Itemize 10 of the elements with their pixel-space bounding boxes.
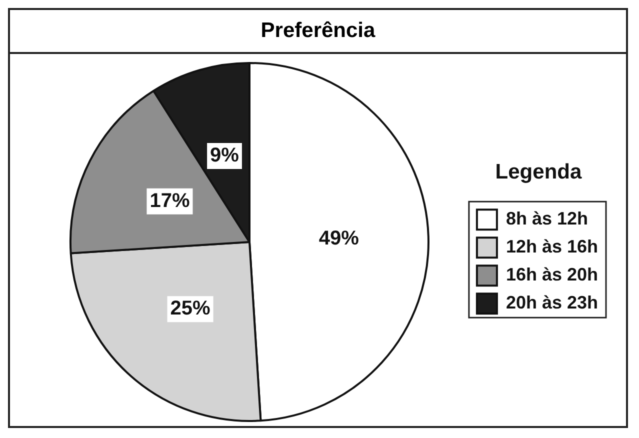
legend-label: 8h às 12h: [506, 208, 588, 229]
legend-label: 16h às 20h: [506, 264, 598, 285]
data-label: 9%: [210, 144, 240, 167]
data-label: 49%: [318, 228, 360, 250]
data-label: 25%: [170, 298, 211, 320]
data-label: 17%: [150, 190, 190, 212]
legend-label: 12h às 16h: [506, 236, 598, 257]
chart-title: Preferência: [10, 10, 626, 54]
legend-label: 20h às 23h: [506, 292, 598, 313]
legend-title: Legenda: [495, 160, 582, 184]
